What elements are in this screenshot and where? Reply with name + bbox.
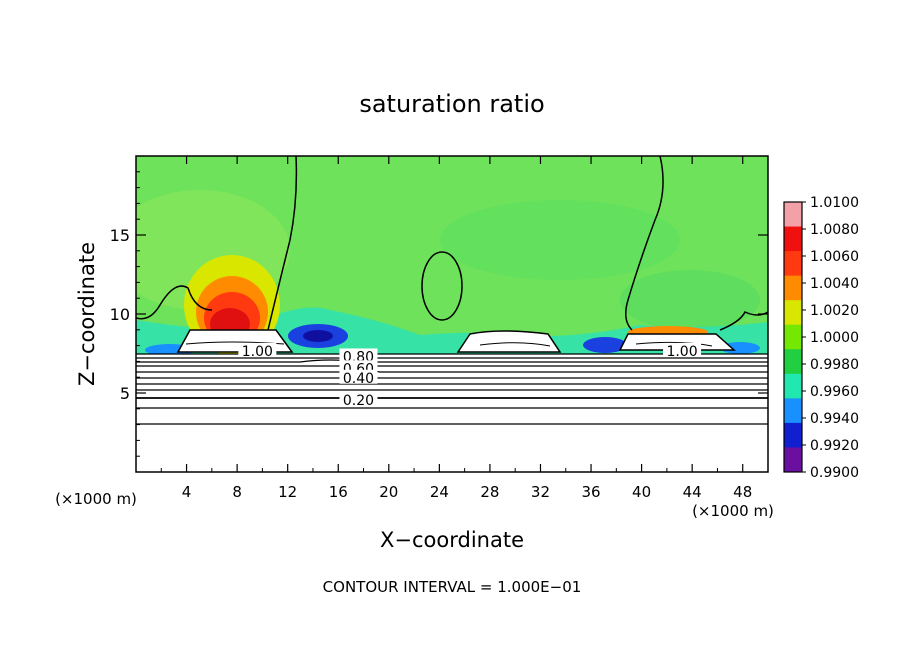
x-tick-label: 48 — [733, 483, 752, 501]
contour-label: 1.00 — [666, 344, 697, 360]
x-tick-label: 28 — [480, 483, 499, 501]
contour-labels: 1.00 0.800.600.400.201.00 — [238, 342, 702, 409]
colorbar-label: 0.9980 — [810, 357, 859, 373]
x-tick-label: 32 — [531, 483, 550, 501]
field-lower — [136, 354, 768, 472]
contour-line — [136, 285, 213, 320]
plot-area — [136, 156, 768, 472]
colorbar: 1.0100 1.0080 1.0060 1.0040 1.0020 1.0000 0.99… — [783, 195, 859, 481]
x-tick-label: 36 — [581, 483, 600, 501]
x-tick-label: 40 — [632, 483, 651, 501]
contour-label-bg — [238, 342, 277, 357]
contour-label-bg — [663, 342, 702, 357]
contour-stack — [136, 353, 768, 425]
colorbar-label: 0.9900 — [810, 465, 859, 481]
colorbar-label: 0.9960 — [810, 384, 859, 400]
mountain-center-inner — [479, 342, 551, 347]
colorbar-label: 1.0020 — [810, 303, 859, 319]
x-tick-label: 12 — [278, 483, 297, 501]
colorbar-swatch — [784, 300, 802, 326]
colorbar-swatch — [784, 226, 802, 252]
contour-label: 0.20 — [343, 393, 374, 409]
contour-line — [421, 251, 463, 321]
y-axis: 5 10 15 — [110, 171, 768, 457]
contour-line — [267, 156, 298, 331]
chart-title: saturation ratio — [359, 90, 544, 118]
y-axis-title: Z−coordinate — [75, 242, 99, 386]
y-tick-label: 15 — [110, 226, 130, 245]
colorbar-swatch — [784, 373, 802, 399]
y-tick-label: 10 — [110, 305, 130, 324]
colorbar-label: 0.9920 — [810, 438, 859, 454]
colorbar-swatch — [784, 398, 802, 424]
colorbar-swatch — [784, 422, 802, 448]
colorbar-label: 1.0100 — [810, 195, 859, 211]
x-unit-left: (×1000 m) — [55, 490, 137, 508]
x-tick-label: 8 — [232, 483, 242, 501]
contour-label-bg — [339, 391, 378, 406]
x-tick-label: 16 — [329, 483, 348, 501]
colorbar-label: 1.0040 — [810, 276, 859, 292]
field-dry-blue — [720, 342, 760, 354]
x-unit-right: (×1000 m) — [692, 502, 774, 520]
x-tick-label: 20 — [379, 483, 398, 501]
field-dry-blue — [583, 337, 627, 353]
mountain-center — [456, 330, 562, 353]
contour-label: 1.00 — [242, 344, 273, 360]
contour-line — [625, 156, 664, 331]
colorbar-label: 1.0060 — [810, 249, 859, 265]
colorbar-label: 1.0080 — [810, 222, 859, 238]
x-tick-label: 4 — [182, 483, 192, 501]
x-axis-title: X−coordinate — [380, 528, 524, 552]
colorbar-swatch — [784, 202, 802, 228]
colorbar-label: 1.0000 — [810, 330, 859, 346]
x-tick-label: 24 — [430, 483, 449, 501]
contour-label: 0.40 — [343, 371, 374, 387]
x-tick-label: 44 — [683, 483, 702, 501]
y-tick-label: 5 — [120, 384, 130, 403]
colorbar-label: 0.9940 — [810, 411, 859, 427]
colorbar-swatch — [784, 275, 802, 301]
contour-label-bg — [339, 348, 378, 363]
mountain-right-inner — [635, 341, 713, 347]
field-light-patch — [620, 270, 760, 330]
footer-contour-interval: CONTOUR INTERVAL = 1.000E−01 — [323, 578, 582, 596]
colorbar-swatch — [784, 349, 802, 375]
contour-label-bg — [339, 369, 378, 384]
field-light-patch — [440, 200, 680, 280]
field-dry-blue — [303, 330, 333, 342]
colorbar-swatch — [784, 324, 802, 350]
x-axis: 4 8 12 16 20 24 28 32 36 40 44 48 — [160, 156, 752, 501]
colorbar-swatch — [784, 251, 802, 277]
colorbar-swatch — [784, 447, 802, 473]
